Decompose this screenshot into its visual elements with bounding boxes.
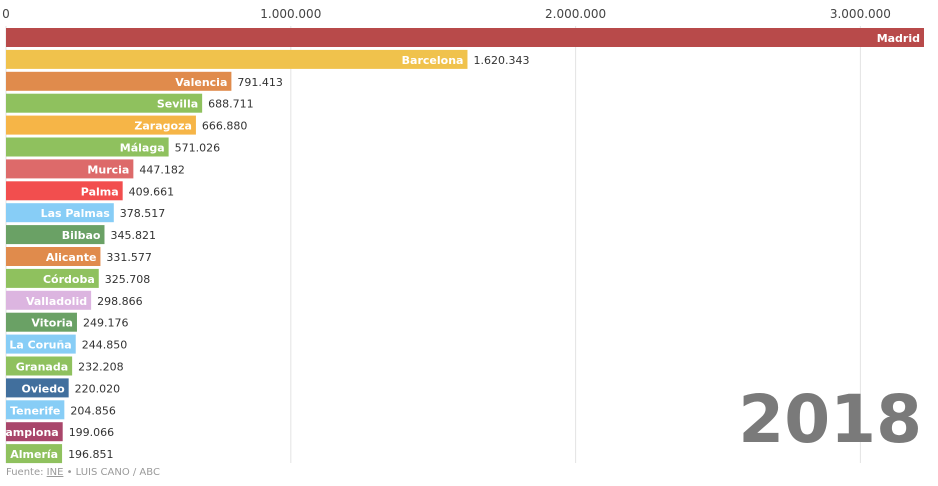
bar <box>6 290 92 310</box>
bar-category-label: Granada <box>16 361 68 374</box>
x-tick-label: 1.000.000 <box>260 7 321 21</box>
bar <box>6 71 232 91</box>
bar <box>6 378 69 398</box>
bar-value-label: 1.620.343 <box>473 54 529 67</box>
bar-value-label: 232.208 <box>78 361 124 374</box>
bar-value-label: 378.517 <box>120 207 166 220</box>
x-tick-label: 3.000.000 <box>830 7 891 21</box>
bar-value-label: 791.413 <box>237 76 283 89</box>
bar-category-label: Zaragoza <box>134 120 192 133</box>
x-tick-label: 0 <box>2 7 10 21</box>
bars: Madrid Barcelona 1.620.343 Valencia 791.413 S… <box>0 28 924 464</box>
bar-category-label: Málaga <box>120 142 165 155</box>
bar-category-label: Oviedo <box>21 382 65 395</box>
source-prefix: Fuente: <box>6 467 47 478</box>
bar-category-label: La Coruña <box>9 339 71 352</box>
bar-category-label: Valladolid <box>26 295 87 308</box>
bar-category-label: Barcelona <box>402 54 464 67</box>
bar <box>6 28 924 47</box>
gridlines <box>5 26 861 463</box>
source-link[interactable]: INE <box>46 467 64 478</box>
bar-category-label: Palma <box>81 185 119 198</box>
bar <box>6 422 63 442</box>
source-suffix: • LUIS CANO / ABC <box>63 467 160 478</box>
bar <box>6 159 134 179</box>
bar <box>6 49 468 69</box>
bar-category-label: Sevilla <box>157 98 198 111</box>
bar-value-label: 325.708 <box>105 273 151 286</box>
bar <box>6 137 169 157</box>
bar-category-label: Murcia <box>87 163 129 176</box>
bar-category-label: Pamplona <box>0 426 59 439</box>
bar-value-label: 345.821 <box>110 229 156 242</box>
bar <box>6 247 101 266</box>
bar-category-label: Bilbao <box>62 229 101 242</box>
bar-category-label: S.C. Tenerife <box>0 404 60 417</box>
bar <box>6 334 76 354</box>
bar-value-label: 249.176 <box>83 317 129 330</box>
bar <box>6 225 105 245</box>
source-credit: Fuente: INE • LUIS CANO / ABC <box>6 467 160 478</box>
bar <box>6 203 114 223</box>
bar <box>6 312 77 332</box>
bar <box>6 268 99 288</box>
bar-value-label: 447.182 <box>139 163 185 176</box>
bar <box>6 93 203 113</box>
bar-category-label: Alicante <box>46 251 97 264</box>
bar-value-label: 298.866 <box>97 295 142 308</box>
bar <box>6 181 123 201</box>
bar <box>6 444 63 464</box>
bar-value-label: 409.661 <box>129 185 175 198</box>
bar-value-label: 199.066 <box>69 426 115 439</box>
bar-category-label: Córdoba <box>43 273 95 286</box>
bar-category-label: Almería <box>10 448 58 461</box>
bar <box>6 400 65 420</box>
bar-value-label: 331.577 <box>106 251 151 264</box>
bar-category-label: Las Palmas <box>41 207 111 220</box>
bar-category-label: Madrid <box>877 32 920 45</box>
x-tick-label: 2.000.000 <box>545 7 606 21</box>
bar-value-label: 220.020 <box>75 382 121 395</box>
bar-category-label: Valencia <box>175 76 227 89</box>
year-label: 2018 <box>738 381 922 458</box>
bar-value-label: 244.850 <box>82 339 128 352</box>
bar-value-label: 196.851 <box>68 448 114 461</box>
bar <box>6 115 196 135</box>
bar-value-label: 688.711 <box>208 98 254 111</box>
bar <box>6 356 73 376</box>
bar-value-label: 666.880 <box>202 120 248 133</box>
x-axis-ticks: 0 1.000.000 2.000.000 3.000.000 <box>2 7 891 21</box>
bar-value-label: 204.856 <box>70 404 116 417</box>
bar-category-label: Vitoria <box>31 317 73 330</box>
bar-value-label: 571.026 <box>175 142 221 155</box>
